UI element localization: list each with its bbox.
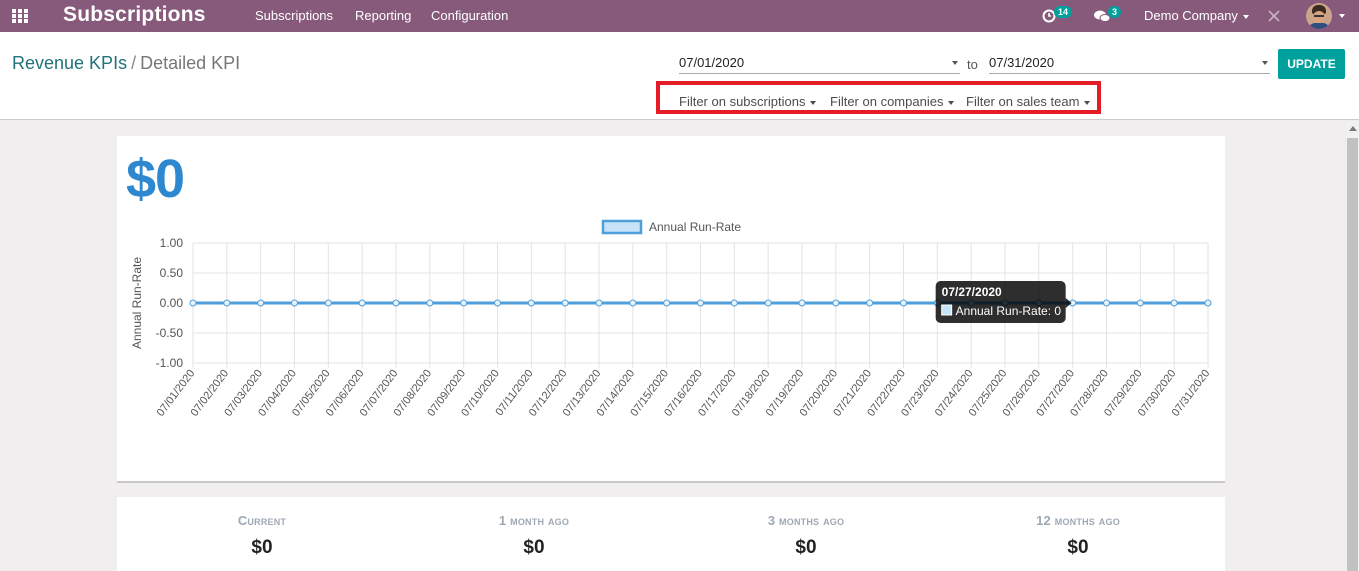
update-button[interactable]: UPDATE	[1278, 49, 1345, 79]
breadcrumb-revenue-kpis[interactable]: Revenue KPIs	[12, 53, 128, 73]
stat-value: $0	[251, 537, 273, 558]
data-point	[900, 299, 907, 307]
filter-sales-team-label: Filter on sales team	[966, 94, 1080, 109]
start-date-value: 07/01/2020	[679, 55, 745, 70]
menu-configuration[interactable]: Configuration	[431, 8, 509, 23]
data-point	[866, 299, 874, 307]
data-point	[527, 299, 535, 307]
company-switcher[interactable]: Demo Company	[1144, 8, 1249, 23]
tooltip-text: Annual Run-Rate: 0	[956, 304, 1062, 318]
stat-12-months-ago: 12 months ago $0	[942, 513, 1214, 559]
data-point	[189, 299, 197, 307]
activity-icon[interactable]	[1042, 5, 1058, 30]
data-point	[561, 299, 569, 307]
data-point	[1204, 299, 1212, 307]
apps-menu-icon[interactable]	[12, 9, 28, 23]
control-panel: Revenue KPIs / Detailed KPI 07/01/2020 to …	[0, 32, 1359, 120]
messages-icon[interactable]	[1094, 5, 1112, 30]
filter-subscriptions-label: Filter on subscriptions	[679, 94, 806, 109]
data-point	[764, 299, 772, 307]
start-date-input[interactable]: 07/01/2020	[679, 50, 960, 74]
legend-label: Annual Run-Rate	[649, 220, 741, 234]
chevron-down-icon	[1084, 100, 1091, 105]
data-point	[1103, 299, 1110, 307]
data-point	[392, 299, 400, 307]
activity-badge: 14	[1054, 6, 1073, 18]
card-divider	[117, 481, 1225, 483]
data-point	[324, 299, 332, 307]
data-point	[663, 299, 671, 307]
top-navbar: Subscriptions Subscriptions Reporting Co…	[0, 0, 1359, 32]
chevron-down-icon	[1242, 14, 1249, 19]
date-range-to-label: to	[967, 57, 978, 72]
filter-highlight-box: Filter on subscriptions Filter on compan…	[656, 81, 1101, 114]
stat-value: $0	[523, 537, 545, 558]
y-tick-label: 1.00	[160, 236, 184, 250]
data-point	[832, 299, 840, 307]
kpi-history-stats: Current $0 1 month ago $0 3 months ago $…	[117, 497, 1225, 571]
chevron-down-icon	[810, 100, 817, 105]
stat-label: Current	[237, 513, 287, 528]
scrollbar-thumb[interactable]	[1347, 138, 1358, 571]
filter-subscriptions-dropdown[interactable]: Filter on subscriptions	[679, 94, 817, 109]
breadcrumb: Revenue KPIs / Detailed KPI	[12, 53, 240, 74]
data-point	[257, 299, 265, 307]
data-point	[1170, 299, 1178, 307]
breadcrumb-separator: /	[131, 53, 137, 73]
y-axis-label: Annual Run-Rate	[130, 257, 144, 349]
company-name: Demo Company	[1144, 8, 1238, 23]
kpi-chart-card: $0 Annual Run-Rate 1.00 0.50 0.00 -0.50 -1.00…	[117, 136, 1225, 481]
y-tick-label: 0.50	[160, 266, 184, 280]
stat-label: 1 month ago	[498, 513, 570, 528]
stat-label: 12 months ago	[1036, 513, 1120, 528]
stat-value: $0	[1067, 537, 1089, 558]
data-point	[1136, 299, 1144, 307]
data-point	[730, 299, 738, 307]
user-avatar[interactable]	[1306, 3, 1332, 29]
filter-companies-label: Filter on companies	[830, 94, 944, 109]
end-date-dropdown-icon[interactable]	[1262, 61, 1268, 65]
annual-run-rate-chart: Annual Run-Rate 1.00 0.50 0.00 -0.50 -1.00 07/…	[130, 219, 1212, 419]
data-point	[291, 299, 298, 307]
y-tick-label: -1.00	[156, 356, 184, 370]
end-date-value: 07/31/2020	[989, 55, 1055, 70]
legend-swatch	[601, 219, 643, 235]
stat-current: Current $0	[126, 513, 398, 559]
tooltip-title: 07/27/2020	[942, 285, 1002, 299]
stat-value: $0	[795, 537, 817, 558]
breadcrumb-current: Detailed KPI	[140, 53, 241, 73]
kpi-big-value: $0	[126, 149, 185, 209]
data-point	[629, 299, 637, 307]
chevron-down-icon	[948, 100, 955, 105]
data-point	[494, 299, 501, 307]
data-point	[358, 299, 366, 307]
stat-label: 3 months ago	[767, 513, 845, 528]
scroll-up-icon[interactable]	[1349, 126, 1357, 131]
stat-3-months-ago: 3 months ago $0	[670, 513, 942, 559]
start-date-dropdown-icon[interactable]	[952, 61, 958, 65]
page-scrollbar[interactable]	[1346, 121, 1359, 571]
data-point	[460, 299, 468, 307]
data-point	[595, 299, 603, 307]
stat-1-month-ago: 1 month ago $0	[398, 513, 670, 559]
user-menu-chevron-icon[interactable]	[1339, 14, 1345, 18]
messages-badge: 3	[1108, 6, 1122, 18]
data-point	[798, 299, 806, 307]
app-title[interactable]: Subscriptions	[63, 3, 206, 26]
data-point	[223, 299, 231, 307]
y-tick-label: -0.50	[156, 326, 184, 340]
filter-sales-team-dropdown[interactable]: Filter on sales team	[966, 94, 1091, 109]
tooltip-box	[935, 281, 1066, 323]
filter-companies-dropdown[interactable]: Filter on companies	[830, 94, 955, 109]
end-date-input[interactable]: 07/31/2020	[989, 50, 1270, 74]
y-tick-label: 0.00	[160, 296, 184, 310]
tooltip-swatch	[941, 304, 953, 316]
data-point	[426, 299, 434, 307]
debug-icon[interactable]	[1267, 9, 1281, 28]
menu-reporting[interactable]: Reporting	[355, 8, 412, 23]
data-point	[697, 299, 704, 307]
menu-subscriptions[interactable]: Subscriptions	[255, 8, 334, 23]
tooltip-pointer	[1065, 298, 1072, 308]
